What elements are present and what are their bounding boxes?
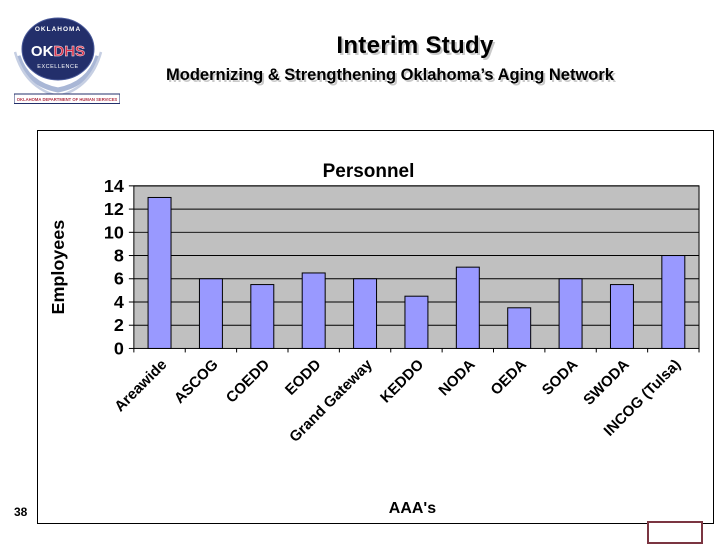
x-category-label: KEDDO: [377, 356, 427, 406]
y-tick-label: 2: [114, 315, 124, 335]
y-tick-label: 12: [104, 199, 124, 219]
y-tick-label: 10: [104, 222, 124, 242]
bar: [404, 295, 429, 349]
logo-oval: [21, 17, 95, 81]
logo-dhs: DHS: [53, 43, 85, 60]
page-subtitle: Modernizing & Strengthening Oklahoma’s A…: [166, 66, 614, 84]
bar: [507, 307, 532, 349]
x-category-label: SWODA: [580, 356, 633, 409]
bar: [198, 278, 223, 349]
x-category-label: EODD: [282, 356, 325, 399]
x-axis-title: AAA's: [389, 500, 436, 517]
x-category-label: SODA: [539, 356, 582, 399]
logo-banner: [14, 93, 120, 104]
y-tick-label: 4: [114, 292, 124, 312]
logo-ok: OK: [31, 43, 54, 60]
x-category-label: Areawide: [111, 356, 170, 415]
x-category-label: ASCOG: [171, 356, 222, 407]
y-tick-label: 8: [114, 246, 124, 266]
bar: [609, 284, 634, 349]
y-tick-label: 0: [114, 338, 124, 358]
bar: [353, 278, 378, 349]
okdhs-logo: OKLAHOMA OKDHS EXCELLENCE OKLAHOMA DEPAR…: [14, 17, 120, 104]
page-title: Interim Study: [336, 32, 494, 59]
y-axis-title: Employees: [48, 220, 68, 315]
corner-placeholder-box: [647, 521, 703, 544]
chart-frame: Personnel 0 2 4 6 8 10 12 14 Employees Areawide ASC…: [37, 130, 714, 524]
logo-main-text: OKDHS: [31, 43, 85, 60]
x-category-label: NODA: [435, 356, 478, 399]
logo-tagline: EXCELLENCE: [37, 64, 78, 70]
slide-page-number: 38: [14, 505, 28, 519]
bar: [558, 278, 583, 349]
bar: [661, 255, 686, 349]
personnel-bar-chart: Personnel 0 2 4 6 8 10 12 14 Employees Areawide ASC…: [48, 161, 700, 517]
logo-banner-text: OKLAHOMA DEPARTMENT OF HUMAN SERVICES: [17, 97, 118, 102]
y-tick-label: 14: [104, 176, 124, 196]
bar: [250, 284, 275, 349]
x-category-label: OEDA: [487, 356, 530, 399]
bar: [147, 196, 172, 349]
logo-arc-text: OKLAHOMA: [35, 26, 81, 33]
laurel-wreath-icon: [15, 55, 101, 93]
bar: [301, 272, 326, 349]
chart-title: Personnel: [323, 161, 415, 182]
x-category-label: COEDD: [223, 356, 273, 406]
y-tick-label: 6: [114, 269, 124, 289]
bar: [455, 266, 480, 349]
